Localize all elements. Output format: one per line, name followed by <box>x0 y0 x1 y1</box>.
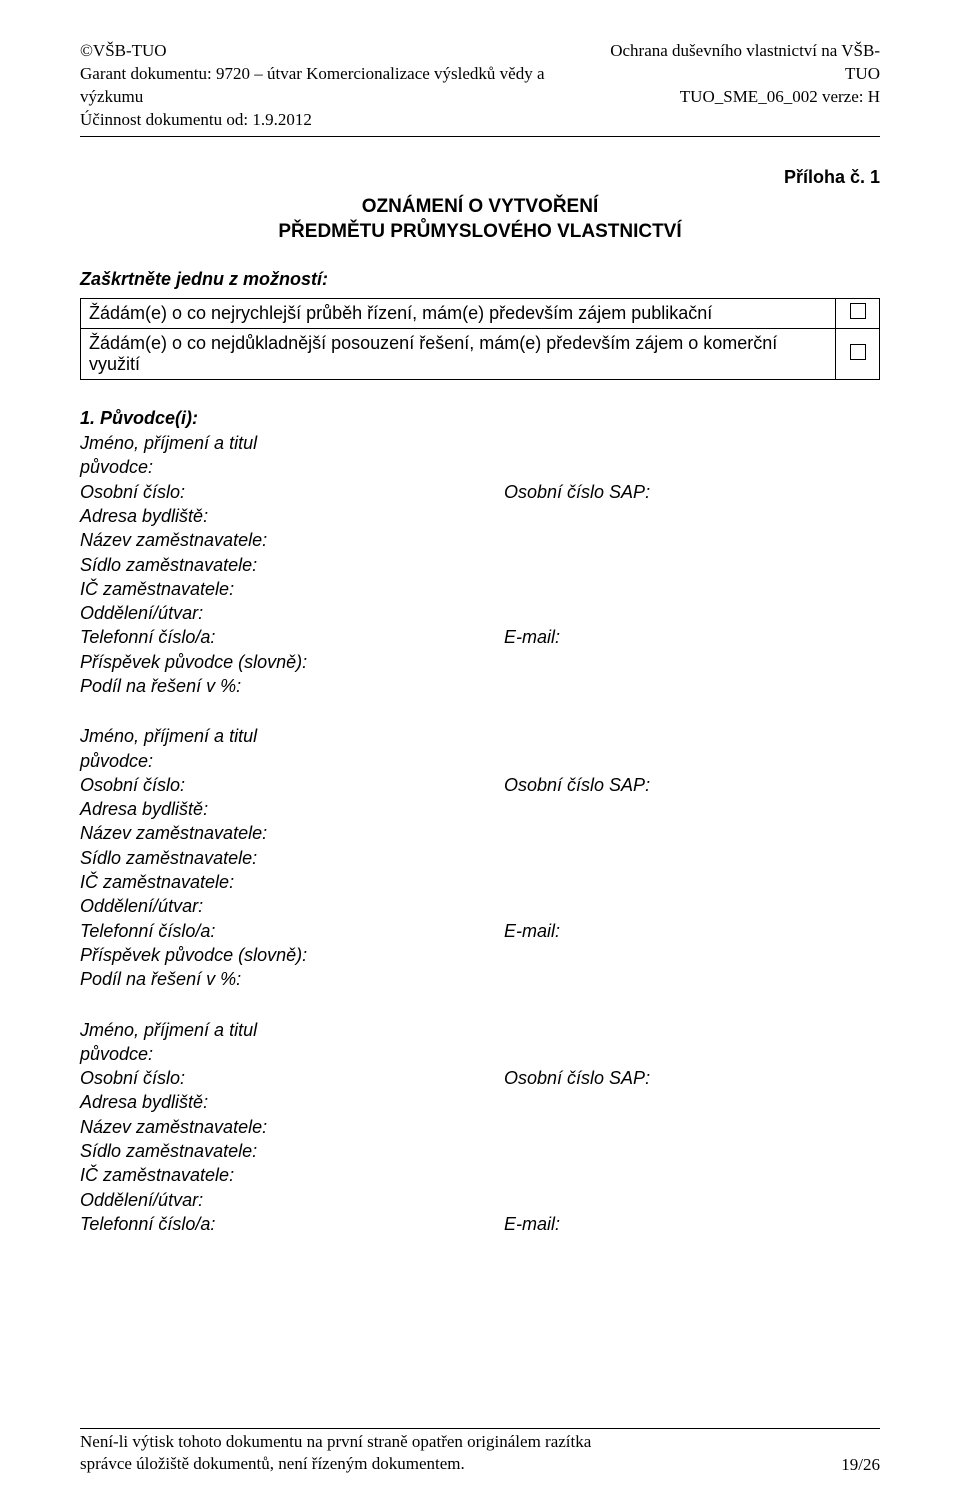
page-footer: Není-li výtisk tohoto dokumentu na první… <box>80 1428 880 1475</box>
field-originator-label: původce: <box>80 749 880 773</box>
checkbox-icon[interactable] <box>850 303 866 319</box>
field-department: Oddělení/útvar: <box>80 1188 880 1212</box>
footer-rule <box>80 1428 880 1429</box>
footer-line2: správce úložiště dokumentů, není řízeným… <box>80 1453 591 1475</box>
field-email: E-mail: <box>504 1212 880 1236</box>
field-address: Adresa bydliště: <box>80 504 880 528</box>
options-table: Žádám(e) o co nejrychlejší průběh řízení… <box>80 298 880 380</box>
attachment-label: Příloha č. 1 <box>80 167 880 188</box>
page-header: ©VŠB-TUO Garant dokumentu: 9720 – útvar … <box>80 40 880 132</box>
field-employer-name: Název zaměstnavatele: <box>80 821 880 845</box>
checkbox-icon[interactable] <box>850 344 866 360</box>
option-row: Žádám(e) o co nejdůkladnější posouzení ř… <box>81 329 880 380</box>
instruction-text: Zaškrtněte jednu z možností: <box>80 269 880 290</box>
field-employer-id: IČ zaměstnavatele: <box>80 870 880 894</box>
field-name-label: Jméno, příjmení a titul <box>80 431 880 455</box>
field-originator-label: původce: <box>80 1042 880 1066</box>
field-employer-seat: Sídlo zaměstnavatele: <box>80 1139 880 1163</box>
footer-line1: Není-li výtisk tohoto dokumentu na první… <box>80 1431 591 1453</box>
field-email: E-mail: <box>504 625 880 649</box>
header-right-line2: TUO_SME_06_002 verze: H <box>589 86 880 109</box>
field-employer-name: Název zaměstnavatele: <box>80 1115 880 1139</box>
form-title: OZNÁMENÍ O VYTVOŘENÍ PŘEDMĚTU PRŮMYSLOVÉ… <box>80 194 880 245</box>
field-name-label: Jméno, příjmení a titul <box>80 1018 880 1042</box>
field-email: E-mail: <box>504 919 880 943</box>
form-title-line1: OZNÁMENÍ O VYTVOŘENÍ <box>80 194 880 220</box>
field-employer-name: Název zaměstnavatele: <box>80 528 880 552</box>
field-department: Oddělení/útvar: <box>80 894 880 918</box>
field-contribution: Příspěvek původce (slovně): <box>80 943 880 967</box>
field-address: Adresa bydliště: <box>80 1090 880 1114</box>
option-checkbox-cell-2 <box>836 329 880 380</box>
header-rule <box>80 136 880 137</box>
field-share: Podíl na řešení v %: <box>80 967 880 991</box>
field-personal-number-sap: Osobní číslo SAP: <box>504 773 880 797</box>
field-employer-seat: Sídlo zaměstnavatele: <box>80 553 880 577</box>
field-personal-number-sap: Osobní číslo SAP: <box>504 1066 880 1090</box>
field-personal-number-sap: Osobní číslo SAP: <box>504 480 880 504</box>
field-department: Oddělení/útvar: <box>80 601 880 625</box>
form-title-line2: PŘEDMĚTU PRŮMYSLOVÉHO VLASTNICTVÍ <box>80 219 880 245</box>
field-originator-label: původce: <box>80 455 880 479</box>
option-text-1: Žádám(e) o co nejrychlejší průběh řízení… <box>81 299 836 329</box>
field-address: Adresa bydliště: <box>80 797 880 821</box>
header-left-line2: Garant dokumentu: 9720 – útvar Komercion… <box>80 63 589 109</box>
option-row: Žádám(e) o co nejrychlejší průběh řízení… <box>81 299 880 329</box>
person-block: Jméno, příjmení a titul původce: Osobní … <box>80 431 880 698</box>
field-personal-number: Osobní číslo: <box>80 1066 504 1090</box>
field-name-label: Jméno, příjmení a titul <box>80 724 880 748</box>
field-contribution: Příspěvek původce (slovně): <box>80 650 880 674</box>
header-left-line1: ©VŠB-TUO <box>80 40 589 63</box>
field-phone: Telefonní číslo/a: <box>80 1212 504 1236</box>
option-text-2: Žádám(e) o co nejdůkladnější posouzení ř… <box>81 329 836 380</box>
field-personal-number: Osobní číslo: <box>80 773 504 797</box>
field-employer-seat: Sídlo zaměstnavatele: <box>80 846 880 870</box>
person-block: Jméno, příjmení a titul původce: Osobní … <box>80 1018 880 1237</box>
field-employer-id: IČ zaměstnavatele: <box>80 577 880 601</box>
header-right-line1: Ochrana duševního vlastnictví na VŠB-TUO <box>589 40 880 86</box>
person-block: Jméno, příjmení a titul původce: Osobní … <box>80 724 880 991</box>
header-left-line3: Účinnost dokumentu od: 1.9.2012 <box>80 109 589 132</box>
section-1-heading: 1. Původce(i): <box>80 408 880 429</box>
field-employer-id: IČ zaměstnavatele: <box>80 1163 880 1187</box>
field-personal-number: Osobní číslo: <box>80 480 504 504</box>
page-number: 19/26 <box>841 1455 880 1475</box>
field-phone: Telefonní číslo/a: <box>80 625 504 649</box>
field-phone: Telefonní číslo/a: <box>80 919 504 943</box>
option-checkbox-cell-1 <box>836 299 880 329</box>
field-share: Podíl na řešení v %: <box>80 674 880 698</box>
